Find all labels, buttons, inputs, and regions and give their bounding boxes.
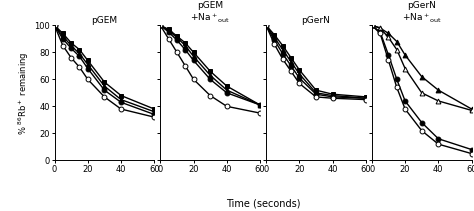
Text: Time (seconds): Time (seconds) <box>226 199 301 209</box>
Title: pGEM: pGEM <box>91 16 118 25</box>
Y-axis label: % $^{86}$Rb$^+$ remaining: % $^{86}$Rb$^+$ remaining <box>17 51 31 135</box>
Title: pGerN
+Na$^+$$_\mathrm{out}$: pGerN +Na$^+$$_\mathrm{out}$ <box>401 1 442 25</box>
Title: pGEM
+Na$^+$$_\mathrm{out}$: pGEM +Na$^+$$_\mathrm{out}$ <box>190 1 230 25</box>
Title: pGerN: pGerN <box>301 16 330 25</box>
